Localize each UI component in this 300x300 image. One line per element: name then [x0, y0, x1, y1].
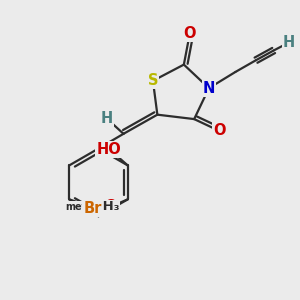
- Text: HO: HO: [96, 142, 121, 157]
- Text: Br: Br: [83, 201, 102, 216]
- Text: H: H: [283, 35, 295, 50]
- Text: O: O: [213, 123, 225, 138]
- Text: CH₃: CH₃: [93, 200, 120, 213]
- Text: O: O: [184, 26, 196, 41]
- Text: O: O: [104, 199, 116, 214]
- Text: S: S: [148, 73, 158, 88]
- Text: N: N: [203, 81, 215, 96]
- Text: H: H: [100, 111, 112, 126]
- Text: methoxy: methoxy: [65, 202, 113, 212]
